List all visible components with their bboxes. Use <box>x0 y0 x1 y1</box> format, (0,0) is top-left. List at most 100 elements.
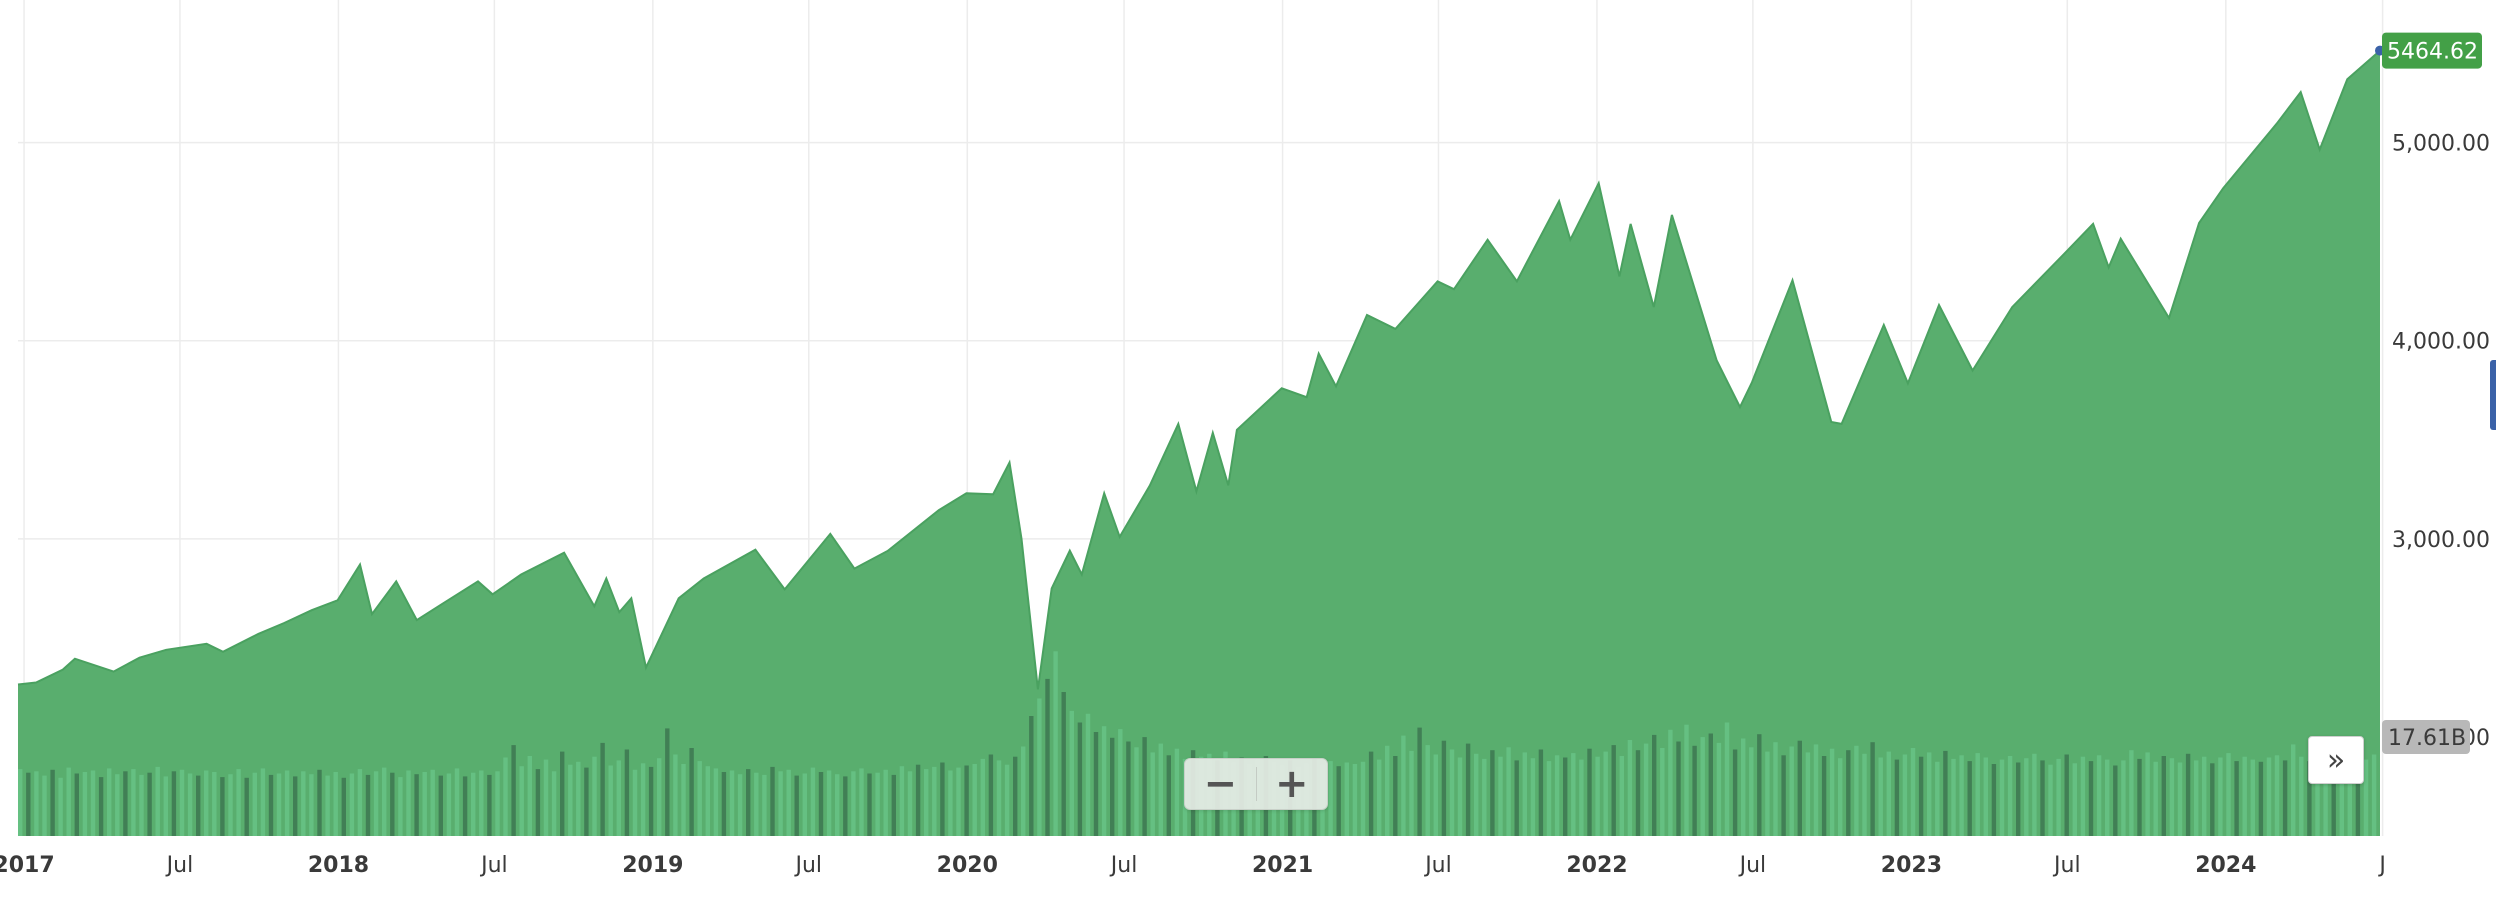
volume-bar <box>1045 678 1050 836</box>
volume-bar <box>551 771 557 836</box>
volume-bar <box>2339 758 2344 836</box>
volume-bar <box>535 769 541 836</box>
volume-bar <box>228 774 233 836</box>
x-tick-label: 2017 <box>0 853 55 878</box>
volume-value-box <box>2382 720 2470 754</box>
volume-bar <box>1546 761 1552 836</box>
x-tick-label: Jul <box>479 853 508 878</box>
volume-bar <box>1660 748 1665 836</box>
volume-bar <box>1166 755 1171 836</box>
volume-bar <box>1158 743 1163 836</box>
volume-bar <box>2234 761 2239 836</box>
side-panel-handle[interactable] <box>2490 360 2496 430</box>
volume-bar <box>2056 758 2061 836</box>
volume-bar <box>1700 737 1705 836</box>
volume-bar <box>1943 750 1948 836</box>
volume-bar <box>802 773 807 836</box>
volume-bar <box>1457 757 1463 836</box>
volume-bar <box>284 770 290 836</box>
volume-bar <box>2024 758 2029 836</box>
volume-bar <box>1328 761 1333 836</box>
volume-bar <box>2137 758 2142 836</box>
volume-bar <box>1522 752 1527 836</box>
volume-bar <box>1514 760 1519 836</box>
volume-bar <box>479 770 484 836</box>
volume-bar <box>1401 735 1406 836</box>
volume-bar <box>333 772 338 836</box>
volume-bar <box>2185 753 2191 836</box>
volume-bar <box>1110 737 1115 836</box>
volume-bar <box>2315 751 2320 836</box>
volume-bar <box>1061 692 1066 836</box>
volume-bar <box>1004 764 1010 836</box>
x-tick-label: 2022 <box>1566 853 1627 878</box>
volume-bar <box>2299 756 2304 836</box>
volume-bar <box>293 776 298 836</box>
volume-bar <box>2347 761 2352 836</box>
volume-bar <box>729 770 735 836</box>
volume-bar <box>131 769 136 836</box>
volume-bar <box>543 759 549 836</box>
volume-bar <box>1571 753 1576 836</box>
volume-label-marker: 17.61B <box>2382 720 2470 754</box>
volume-bar <box>414 774 419 836</box>
volume-bar <box>2145 752 2150 836</box>
volume-bar <box>365 774 371 836</box>
volume-bar <box>794 775 799 836</box>
volume-bar <box>681 764 686 836</box>
volume-bar <box>1894 759 1900 836</box>
volume-bar <box>1805 752 1811 836</box>
volume-bar <box>2210 763 2215 836</box>
volume-bar <box>1037 698 1042 836</box>
volume-bar <box>721 772 727 836</box>
volume-bar <box>58 777 63 836</box>
x-axis: 2017 Jul 2018 Jul 2019 Jul 2020 Jul 2021 Jul 2022 J… <box>0 853 2386 878</box>
volume-bar <box>349 773 355 836</box>
volume-bar <box>1603 751 1608 836</box>
volume-bar <box>139 774 144 836</box>
volume-bar <box>196 775 201 836</box>
x-tick-label: 2019 <box>622 853 683 878</box>
volume-bar <box>2202 756 2207 836</box>
volume-bar <box>1765 751 1770 836</box>
volume-bar <box>2258 761 2264 836</box>
volume-bar <box>1773 742 1778 836</box>
volume-bar <box>382 767 387 836</box>
volume-bar <box>398 777 403 836</box>
volume-bar <box>1643 743 1649 836</box>
volume-bar <box>2323 758 2328 836</box>
volume-bar <box>471 772 476 836</box>
volume-bar <box>1336 766 1341 836</box>
volume-bar <box>1150 752 1155 836</box>
x-tick-label: Jul <box>2052 853 2081 878</box>
volume-bar <box>268 774 274 836</box>
volume-bar <box>818 772 824 836</box>
volume-bar <box>2161 756 2166 836</box>
volume-bar <box>1741 738 1746 836</box>
volume-bar <box>689 748 694 836</box>
zoom-out-button[interactable]: − <box>1203 761 1237 807</box>
volume-bar <box>1053 651 1058 836</box>
volume-bar <box>1579 759 1584 836</box>
volume-bar <box>1749 747 1754 836</box>
volume-bar <box>2250 759 2255 836</box>
volume-bar <box>341 777 346 836</box>
scroll-to-latest-button[interactable]: » <box>2308 736 2364 784</box>
x-tick-label: Jul <box>794 853 823 878</box>
x-tick-label: 2021 <box>1252 853 1313 878</box>
volume-bar <box>2242 756 2247 836</box>
volume-bar <box>325 775 330 836</box>
volume-bar <box>851 771 856 836</box>
volume-bar <box>1813 744 1819 836</box>
volume-bar <box>1417 727 1422 836</box>
volume-bar <box>1910 748 1916 836</box>
volume-bar <box>560 751 565 836</box>
zoom-in-button[interactable]: + <box>1274 761 1309 807</box>
volume-bar <box>1918 756 1924 836</box>
volume-bar <box>640 763 646 836</box>
volume-bar <box>1021 746 1026 836</box>
volume-bar <box>899 766 905 836</box>
volume-bar <box>1627 740 1633 836</box>
volume-bar <box>1587 748 1592 836</box>
y-tick-label: 3,000.00 <box>2392 528 2490 553</box>
